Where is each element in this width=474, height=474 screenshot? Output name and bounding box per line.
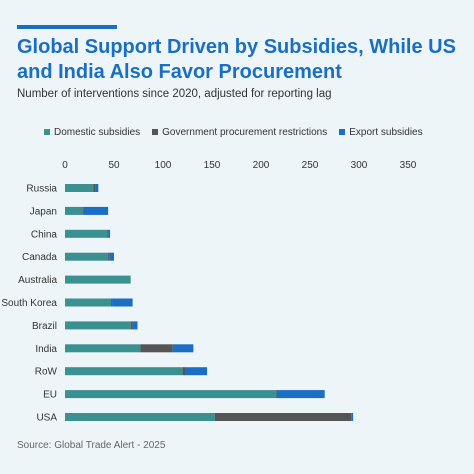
bar-segment [95, 184, 99, 192]
y-category-label: USA [36, 413, 57, 424]
legend-swatch [44, 129, 50, 135]
bar-segment [65, 298, 112, 307]
bar-segment [65, 184, 94, 192]
legend-item: Government procurement restrictions [152, 127, 327, 138]
legend-item: Domestic subsidies [44, 127, 140, 138]
bar-segment [108, 252, 110, 261]
chart-title: Global Support Driven by Subsidies, Whil… [17, 36, 456, 83]
bar-segment [65, 252, 109, 261]
y-category-label: Japan [30, 206, 57, 217]
x-tick-label: 100 [155, 160, 172, 171]
y-category-label: Australia [18, 275, 57, 286]
bar-segment [214, 413, 352, 421]
bar-segment [83, 206, 109, 215]
x-tick-label: 250 [302, 160, 319, 171]
legend-item: Export subsidies [339, 126, 423, 138]
chart-subtitle: Number of interventions since 2020, adju… [17, 88, 332, 100]
bar-segment [65, 344, 141, 353]
bar-segment [276, 390, 325, 399]
x-tick-label: 200 [253, 160, 270, 171]
legend-swatch [339, 129, 346, 135]
bar-segment [93, 184, 96, 192]
y-category-label: Russia [26, 184, 57, 195]
legend-label: Government procurement restrictions [162, 126, 328, 138]
bar-chart: 0 50 100 150 200 250 300 350 Russia Japan China Can… [1, 160, 417, 424]
x-tick-label: 0 [62, 160, 68, 171]
bar-segment [111, 298, 113, 307]
y-category-label: EU [43, 390, 57, 401]
x-tick-label: 50 [108, 160, 120, 171]
bar-segment [109, 252, 114, 261]
bar-segment [108, 229, 111, 238]
chart-legend: Domestic subsidies Government procurement… [44, 125, 435, 139]
bar-segment [65, 321, 131, 330]
y-category-label: South Korea [1, 298, 57, 309]
bar-segment [82, 206, 84, 215]
y-category-label: RoW [35, 367, 58, 378]
bar-segment [140, 344, 173, 353]
x-tick-label: 350 [400, 160, 417, 171]
bar-segment [130, 321, 133, 330]
bar-segment [132, 321, 138, 330]
y-category-label: India [35, 344, 57, 355]
bar-segment [275, 390, 277, 399]
bar-segment [351, 413, 354, 421]
bar-segment [107, 229, 109, 238]
legend-swatch [152, 129, 159, 135]
bar-segment [65, 367, 183, 376]
accent-bar [17, 25, 117, 29]
bar-segment [65, 390, 276, 399]
bar-segment [65, 206, 83, 215]
x-tick-label: 300 [351, 160, 368, 171]
bar-segment [172, 344, 194, 353]
bar-segment [185, 367, 208, 376]
bar-segment [65, 413, 215, 421]
source-note: Source: Global Trade Alert - 2025 [17, 440, 166, 451]
y-category-label: Canada [22, 252, 57, 263]
bar-segment [112, 298, 133, 307]
bar-segment [65, 275, 131, 284]
bar-segment [65, 229, 108, 238]
y-category-label: China [31, 229, 58, 240]
legend-label: Export subsidies [349, 126, 423, 138]
x-tick-label: 150 [204, 160, 221, 171]
bar-segment [182, 367, 186, 376]
y-category-label: Brazil [32, 321, 57, 332]
legend-label: Domestic subsidies [54, 126, 141, 138]
